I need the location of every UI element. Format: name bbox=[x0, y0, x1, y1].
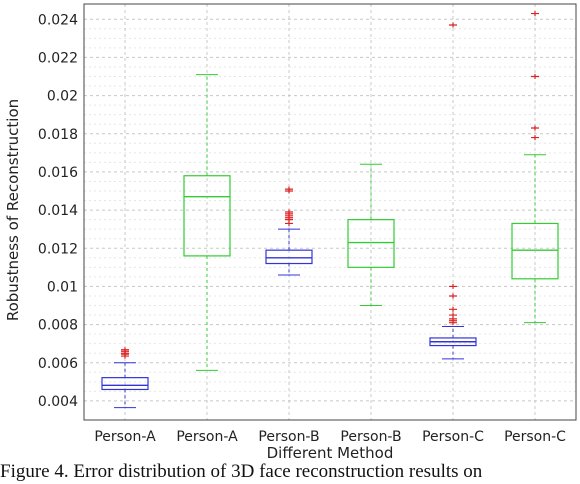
x-tick-label: Person-A bbox=[94, 429, 156, 445]
figure-caption: Figure 4. Error distribution of 3D face … bbox=[0, 461, 483, 482]
outlier-marker bbox=[449, 306, 457, 312]
x-tick-label: Person-B bbox=[340, 429, 401, 445]
x-tick-label: Person-C bbox=[504, 429, 566, 445]
box-6 bbox=[511, 11, 559, 324]
outlier-marker bbox=[285, 186, 293, 192]
y-tick-label: 0.014 bbox=[38, 203, 78, 219]
box-4 bbox=[347, 163, 395, 307]
y-tick-label: 0.018 bbox=[38, 127, 78, 143]
y-tick-labels: 0.004 0.006 0.008 0.01 0.012 0.014 0.016 0.018 0… bbox=[38, 12, 78, 410]
y-tick-label: 0.01 bbox=[47, 279, 78, 295]
box-3 bbox=[265, 186, 313, 276]
box-iqr bbox=[347, 219, 395, 268]
outlier-marker bbox=[449, 312, 457, 318]
y-tick-label: 0.012 bbox=[38, 241, 78, 257]
x-tick-labels: Person-A Person-A Person-B Person-B Person-C… bbox=[94, 429, 566, 445]
box-iqr bbox=[101, 377, 149, 391]
y-tick-label: 0.022 bbox=[38, 50, 78, 66]
boxes bbox=[101, 11, 559, 409]
box-2 bbox=[183, 74, 231, 371]
box-iqr bbox=[265, 249, 313, 265]
outlier-marker bbox=[449, 22, 457, 28]
box-1 bbox=[101, 347, 149, 409]
y-tick-label: 0.016 bbox=[38, 165, 78, 181]
y-axis-label: Robustness of Reconstruction bbox=[4, 99, 22, 321]
outlier-marker bbox=[531, 11, 539, 17]
outlier-marker bbox=[531, 135, 539, 141]
box-iqr bbox=[511, 222, 559, 280]
y-tick-label: 0.02 bbox=[47, 89, 78, 105]
x-tick-label: Person-B bbox=[258, 429, 319, 445]
x-axis-label: Different Method bbox=[267, 444, 394, 460]
outlier-marker bbox=[285, 209, 293, 215]
outlier-marker bbox=[449, 293, 457, 299]
outlier-marker bbox=[531, 125, 539, 131]
y-tick-label: 0.008 bbox=[38, 318, 78, 334]
grid-lines bbox=[84, 4, 576, 420]
outlier-marker bbox=[449, 283, 457, 289]
y-tick-label: 0.004 bbox=[38, 394, 78, 410]
box-iqr bbox=[183, 175, 231, 257]
box-plot-figure: 0.004 0.006 0.008 0.01 0.012 0.014 0.016 0.018 0… bbox=[4, 3, 577, 460]
outlier-marker bbox=[531, 74, 539, 80]
x-tick-label: Person-A bbox=[176, 429, 238, 445]
plot-background bbox=[84, 4, 576, 420]
y-tick-label: 0.024 bbox=[38, 12, 78, 28]
plot-frame bbox=[83, 3, 577, 421]
y-tick-label: 0.006 bbox=[38, 356, 78, 372]
box-5 bbox=[429, 22, 477, 360]
x-tick-label: Person-C bbox=[422, 429, 484, 445]
outlier-marker bbox=[121, 347, 129, 353]
